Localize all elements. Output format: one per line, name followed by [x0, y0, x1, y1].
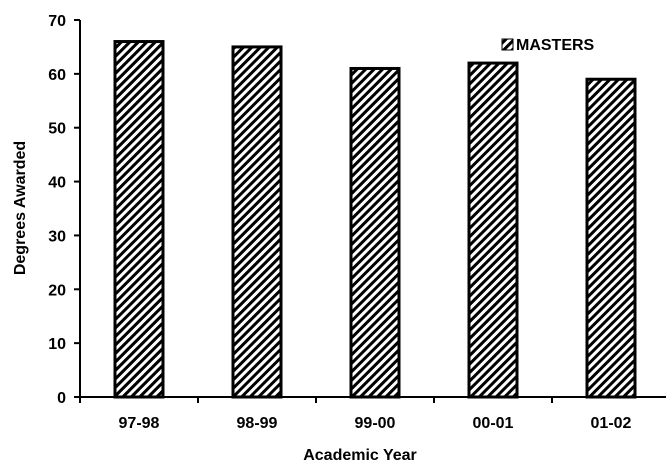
bar-00-01	[467, 61, 519, 399]
y-axis-title: Degrees Awarded	[12, 141, 29, 275]
bar-98-99	[231, 45, 283, 399]
y-tick-label: 10	[48, 336, 66, 353]
x-tick-label: 01-02	[591, 415, 632, 432]
bar-97-98	[113, 40, 165, 399]
y-tick-label: 30	[48, 228, 66, 245]
x-axis-ticks: 97-98 98-99 99-00 00-01 01-02	[79, 397, 632, 432]
y-axis-ticks: 0 10 20 30 40 50 60 70	[48, 13, 80, 407]
bar-99-00	[349, 66, 401, 399]
y-tick-label: 20	[48, 282, 66, 299]
y-tick-label: 40	[48, 175, 66, 192]
y-tick-label: 0	[57, 390, 66, 407]
x-tick-label: 97-98	[119, 415, 160, 432]
x-axis-title: Academic Year	[303, 447, 417, 464]
bar-01-02	[585, 77, 637, 399]
y-tick-label: 60	[48, 67, 66, 84]
x-tick-label: 98-99	[237, 415, 278, 432]
x-tick-label: 00-01	[473, 415, 514, 432]
legend-swatch	[501, 38, 514, 51]
legend-label-masters: MASTERS	[516, 37, 595, 54]
legend: MASTERS	[501, 37, 595, 54]
y-tick-label: 50	[48, 121, 66, 138]
x-tick-label: 99-00	[355, 415, 396, 432]
y-tick-label: 70	[48, 13, 66, 30]
bars	[113, 40, 637, 399]
